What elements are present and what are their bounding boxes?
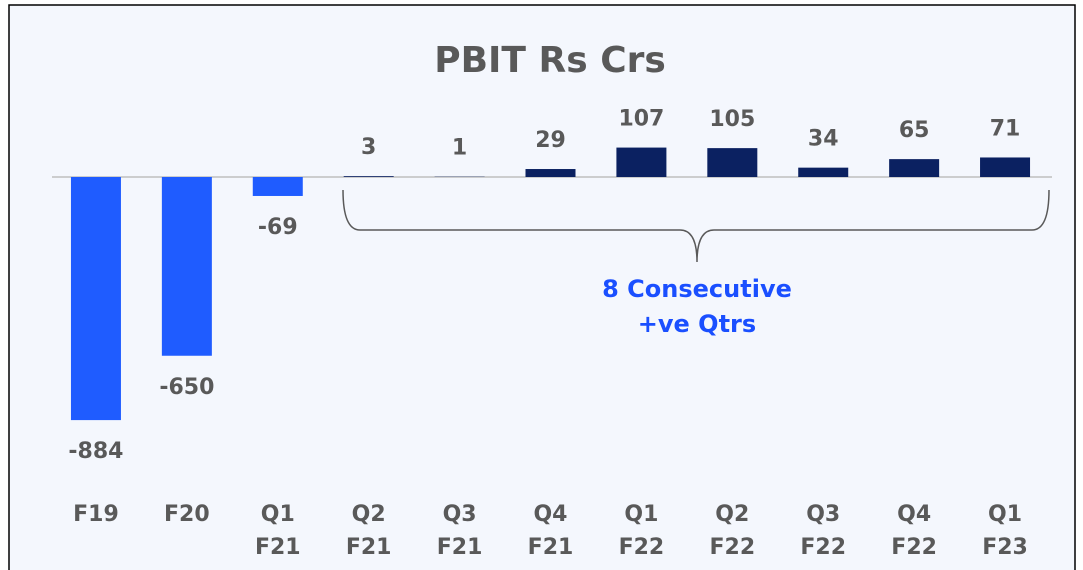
x-tick-label: Q1 bbox=[624, 502, 658, 527]
x-tick-label: F20 bbox=[164, 502, 210, 527]
bar bbox=[70, 177, 121, 421]
value-label: -650 bbox=[159, 375, 214, 400]
chart-title: PBIT Rs Crs bbox=[434, 40, 666, 81]
x-tick-label: F22 bbox=[891, 535, 937, 560]
value-label: 34 bbox=[808, 127, 839, 152]
value-label: 3 bbox=[361, 135, 376, 160]
value-label: 71 bbox=[990, 116, 1021, 141]
bar bbox=[798, 167, 849, 177]
value-label: 1 bbox=[452, 136, 467, 161]
bar bbox=[889, 159, 940, 177]
value-label: -69 bbox=[258, 215, 298, 240]
value-label: -884 bbox=[68, 439, 123, 464]
bracket bbox=[342, 189, 1050, 263]
value-label: 65 bbox=[899, 118, 930, 143]
annotation: +ve Qtrs bbox=[638, 310, 756, 338]
bar bbox=[980, 157, 1031, 177]
bar bbox=[161, 177, 212, 356]
bar bbox=[525, 169, 576, 177]
x-tick-label: F21 bbox=[255, 535, 301, 560]
x-tick-label: F19 bbox=[73, 502, 119, 527]
bar bbox=[616, 147, 667, 177]
value-label: 105 bbox=[709, 107, 755, 132]
annotation: 8 Consecutive bbox=[602, 275, 792, 303]
bar bbox=[343, 176, 394, 177]
x-tick-label: Q1 bbox=[988, 502, 1022, 527]
value-label: 107 bbox=[618, 107, 664, 132]
x-tick-label: Q4 bbox=[897, 502, 931, 527]
bar bbox=[252, 177, 303, 196]
x-tick-label: Q2 bbox=[352, 502, 386, 527]
x-tick-label: Q4 bbox=[533, 502, 567, 527]
x-tick-label: Q1 bbox=[261, 502, 295, 527]
x-tick-label: Q2 bbox=[715, 502, 749, 527]
x-tick-label: F22 bbox=[709, 535, 755, 560]
x-tick-label: Q3 bbox=[443, 502, 477, 527]
x-tick-label: F21 bbox=[437, 535, 483, 560]
x-tick-label: F21 bbox=[528, 535, 574, 560]
x-tick-label: F22 bbox=[800, 535, 846, 560]
value-label: 29 bbox=[535, 128, 566, 153]
x-tick-label: F21 bbox=[346, 535, 392, 560]
bar bbox=[707, 148, 758, 177]
x-tick-label: F22 bbox=[619, 535, 665, 560]
x-tick-label: Q3 bbox=[806, 502, 840, 527]
x-tick-label: F23 bbox=[982, 535, 1028, 560]
